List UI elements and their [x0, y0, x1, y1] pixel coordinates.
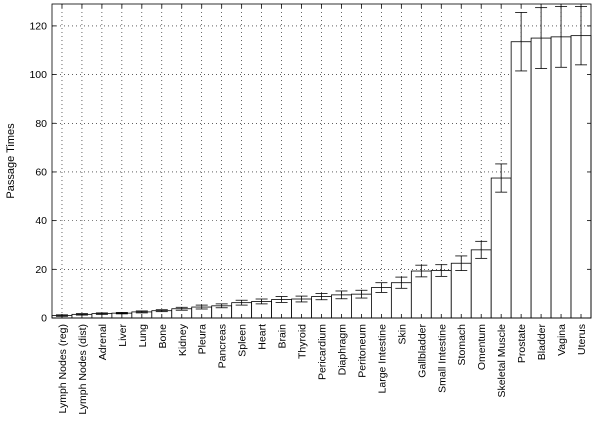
y-tick-label: 40 [35, 215, 47, 227]
category-label: Spleen [237, 324, 249, 357]
category-label: Brain [277, 324, 289, 349]
bar [430, 270, 452, 319]
category-label: Stomach [456, 324, 468, 366]
category-label: Heart [257, 324, 269, 350]
y-tick-label: 0 [41, 313, 47, 325]
error-bar [275, 296, 288, 303]
error-bar [295, 295, 308, 303]
y-axis-label: Passage Times [5, 123, 17, 199]
error-bar [435, 264, 448, 277]
category-label: Kidney [177, 323, 189, 356]
category-label: Gallbladder [416, 324, 428, 378]
category-label: Diaphragm [336, 324, 348, 376]
error-bar [255, 298, 268, 305]
y-tick-label: 20 [35, 264, 47, 276]
bar [490, 177, 512, 319]
bar [550, 36, 572, 319]
bar [450, 262, 472, 319]
category-label: Skeletal Muscle [496, 324, 508, 398]
error-bar [375, 282, 388, 293]
category-label: Adrenal [97, 324, 109, 360]
category-label: Skin [396, 324, 408, 345]
error-bar [475, 240, 488, 259]
error-bar [215, 303, 228, 309]
y-tick-label: 100 [29, 69, 47, 81]
category-label: Small Intestine [436, 324, 448, 393]
error-bar [515, 12, 528, 72]
error-bar [395, 276, 408, 289]
axis-ticks [52, 4, 591, 319]
category-label: Lymph Nodes (dist) [77, 324, 89, 415]
category-label: Prostate [516, 324, 528, 363]
error-bar [115, 312, 128, 315]
category-label: Bladder [536, 324, 548, 361]
y-tick-labels: 0 20 40 60 80 100 120 [29, 20, 47, 324]
error-bar [235, 299, 248, 306]
category-label: Lung [137, 324, 149, 348]
bar [470, 249, 492, 319]
category-label: Uterus [576, 324, 588, 355]
error-bar [315, 293, 328, 301]
category-label: Liver [117, 324, 129, 347]
error-bar [335, 290, 348, 300]
category-label: Vagina [556, 324, 568, 356]
category-label: Peritoneum [356, 324, 368, 378]
y-tick-label: 120 [29, 20, 47, 32]
error-bars [55, 6, 588, 317]
bar [570, 35, 592, 319]
error-bar [355, 289, 368, 299]
error-bar [135, 310, 148, 314]
error-bar [195, 304, 208, 310]
category-label: Thyroid [297, 324, 309, 359]
bars [51, 35, 592, 319]
category-labels: Lymph Nodes (reg) Lymph Nodes (dist) Adren… [57, 323, 588, 414]
category-label: Pleura [197, 324, 209, 355]
category-label: Omentum [476, 324, 488, 370]
category-label: Pancreas [217, 324, 229, 368]
category-label: Pericardium [317, 324, 329, 380]
y-tick-label: 60 [35, 166, 47, 178]
error-bar [455, 255, 468, 271]
error-bar [415, 264, 428, 278]
category-label: Bone [157, 324, 169, 349]
bar [410, 270, 432, 319]
error-bar [495, 163, 508, 193]
category-label: Large Intestine [376, 324, 388, 394]
category-label: Lymph Nodes (reg) [57, 324, 69, 413]
bar [530, 37, 552, 319]
y-tick-label: 80 [35, 118, 47, 130]
error-bar [155, 309, 168, 313]
bar [510, 41, 532, 319]
error-bar [175, 306, 188, 311]
